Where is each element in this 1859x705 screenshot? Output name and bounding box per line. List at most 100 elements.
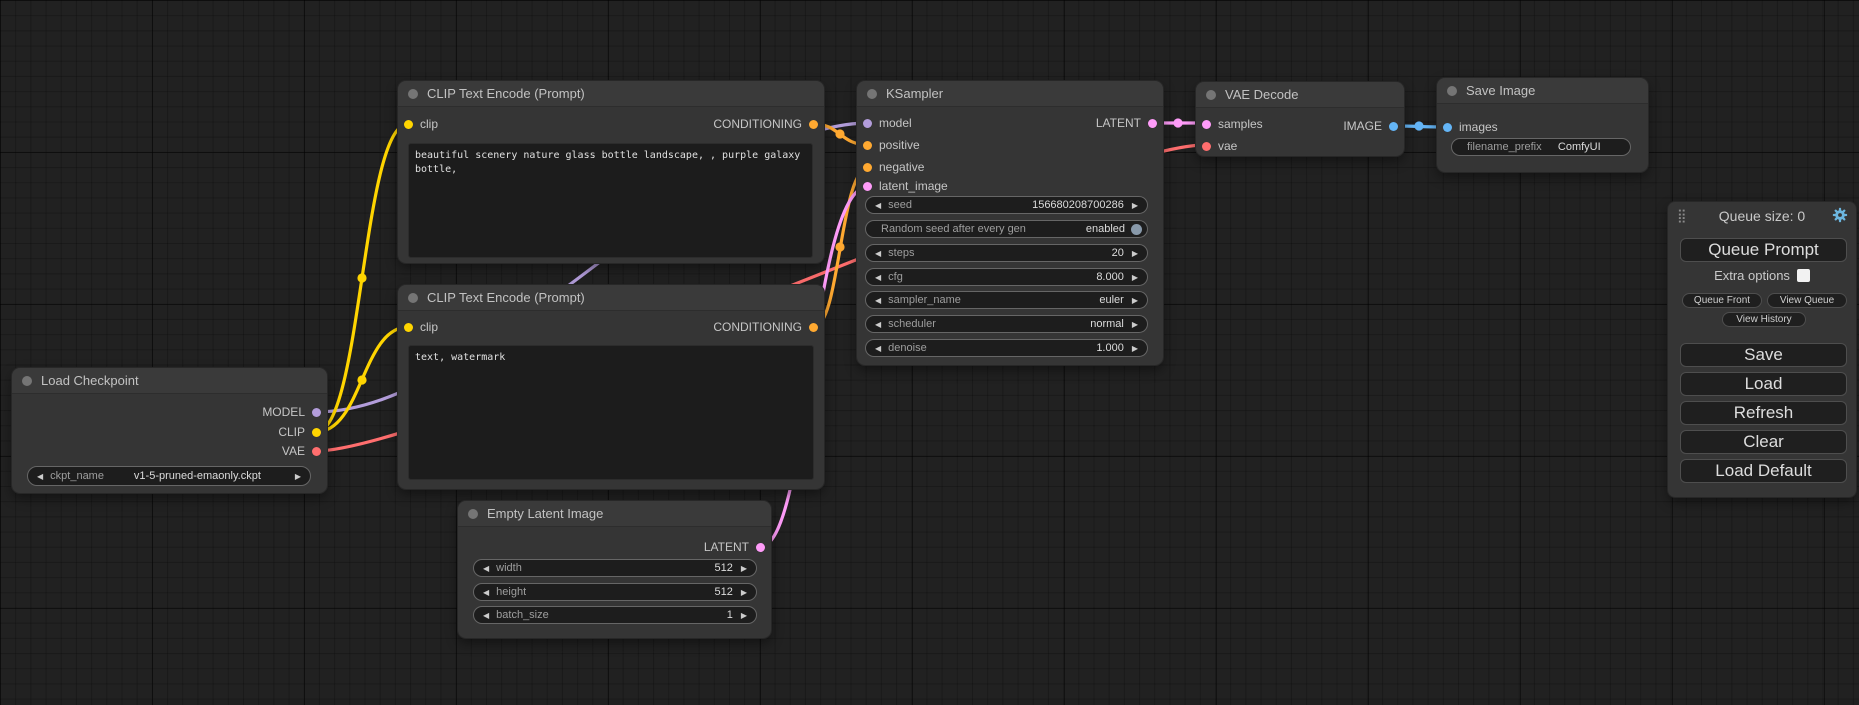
toggle-knob-icon[interactable] bbox=[1131, 223, 1142, 235]
node-ksampler[interactable]: KSampler model LATENT positive negative … bbox=[857, 81, 1163, 365]
load-default-button[interactable]: Load Default bbox=[1680, 459, 1847, 483]
save-button[interactable]: Save bbox=[1680, 343, 1847, 367]
decrement-arrow-icon[interactable]: ◀ bbox=[875, 295, 882, 305]
widget-width[interactable]: ◀ width 512 ▶ bbox=[473, 559, 757, 577]
collapse-dot-icon[interactable] bbox=[867, 88, 877, 99]
load-button[interactable]: Load bbox=[1680, 372, 1847, 396]
decrement-arrow-icon[interactable]: ◀ bbox=[875, 272, 882, 282]
increment-arrow-icon[interactable]: ▶ bbox=[294, 471, 301, 481]
decrement-arrow-icon[interactable]: ◀ bbox=[875, 200, 882, 210]
widget-value: 156680208700286 bbox=[1032, 199, 1124, 211]
settings-gear-icon[interactable] bbox=[1832, 207, 1848, 223]
node-vae-decode[interactable]: VAE Decode samples IMAGE vae bbox=[1196, 82, 1404, 156]
drag-handle-icon[interactable]: ⣿ bbox=[1677, 208, 1686, 223]
port-label: vae bbox=[1218, 139, 1238, 153]
decrement-arrow-icon[interactable]: ◀ bbox=[37, 471, 44, 481]
node-load-checkpoint[interactable]: Load Checkpoint MODEL CLIP VAE ◀ ckpt_na… bbox=[12, 368, 327, 493]
port-label: samples bbox=[1218, 117, 1263, 131]
decrement-arrow-icon[interactable]: ◀ bbox=[875, 319, 882, 329]
port-clip-output[interactable] bbox=[312, 427, 321, 437]
widget-steps[interactable]: ◀ steps 20 ▶ bbox=[865, 244, 1148, 262]
port-model-output[interactable] bbox=[312, 407, 321, 417]
widget-seed[interactable]: ◀ seed 156680208700286 ▶ bbox=[865, 196, 1148, 214]
widget-scheduler[interactable]: ◀ scheduler normal ▶ bbox=[865, 315, 1148, 333]
collapse-dot-icon[interactable] bbox=[468, 508, 478, 519]
widget-height[interactable]: ◀ height 512 ▶ bbox=[473, 583, 757, 601]
port-conditioning-output[interactable] bbox=[809, 322, 818, 332]
increment-arrow-icon[interactable]: ▶ bbox=[1131, 200, 1138, 210]
port-latent-image-input[interactable] bbox=[863, 181, 872, 191]
node-title-bar[interactable]: Load Checkpoint bbox=[12, 368, 327, 394]
port-latent-output[interactable] bbox=[1148, 118, 1157, 128]
prompt-textarea[interactable]: text, watermark bbox=[408, 345, 814, 480]
decrement-arrow-icon[interactable]: ◀ bbox=[483, 610, 490, 620]
prompt-textarea[interactable]: beautiful scenery nature glass bottle la… bbox=[408, 143, 813, 258]
port-samples-input[interactable] bbox=[1202, 119, 1211, 129]
widget-denoise[interactable]: ◀ denoise 1.000 ▶ bbox=[865, 339, 1148, 357]
increment-arrow-icon[interactable]: ▶ bbox=[740, 587, 747, 597]
node-title-bar[interactable]: KSampler bbox=[857, 81, 1163, 107]
widget-label: sampler_name bbox=[888, 294, 961, 306]
widget-value: ComfyUI bbox=[1557, 141, 1601, 153]
widget-cfg[interactable]: ◀ cfg 8.000 ▶ bbox=[865, 268, 1148, 286]
node-title: Empty Latent Image bbox=[487, 506, 604, 521]
decrement-arrow-icon[interactable]: ◀ bbox=[483, 587, 490, 597]
collapse-dot-icon[interactable] bbox=[22, 375, 32, 386]
queue-front-button[interactable]: Queue Front bbox=[1682, 293, 1762, 308]
node-title-bar[interactable]: CLIP Text Encode (Prompt) bbox=[398, 285, 824, 311]
node-empty-latent-image[interactable]: Empty Latent Image LATENT ◀ width 512 ▶ … bbox=[458, 501, 771, 638]
collapse-dot-icon[interactable] bbox=[1447, 85, 1457, 96]
widget-batch-size[interactable]: ◀ batch_size 1 ▶ bbox=[473, 606, 757, 624]
port-negative-input[interactable] bbox=[863, 162, 872, 172]
widget-value: euler bbox=[1099, 294, 1124, 306]
node-title: KSampler bbox=[886, 86, 944, 101]
collapse-dot-icon[interactable] bbox=[1206, 89, 1216, 100]
widget-filename-prefix[interactable]: filename_prefix ComfyUI bbox=[1451, 138, 1631, 156]
widget-value: 8.000 bbox=[1096, 271, 1124, 283]
decrement-arrow-icon[interactable]: ◀ bbox=[875, 248, 882, 258]
port-label: LATENT bbox=[1095, 116, 1141, 130]
port-image-output[interactable] bbox=[1389, 121, 1398, 131]
port-vae-output[interactable] bbox=[312, 446, 321, 456]
collapse-dot-icon[interactable] bbox=[408, 88, 418, 99]
increment-arrow-icon[interactable]: ▶ bbox=[1131, 272, 1138, 282]
port-images-input[interactable] bbox=[1443, 122, 1452, 132]
input-row-clip: clip bbox=[398, 115, 824, 133]
output-row-latent: LATENT bbox=[458, 538, 771, 556]
widget-random-seed-toggle[interactable]: Random seed after every gen enabled bbox=[865, 220, 1148, 238]
increment-arrow-icon[interactable]: ▶ bbox=[1131, 295, 1138, 305]
increment-arrow-icon[interactable]: ▶ bbox=[1131, 319, 1138, 329]
queue-prompt-button[interactable]: Queue Prompt bbox=[1680, 238, 1847, 262]
widget-value: 1 bbox=[726, 609, 733, 621]
node-save-image[interactable]: Save Image images filename_prefix ComfyU… bbox=[1437, 78, 1648, 172]
node-title-bar[interactable]: VAE Decode bbox=[1196, 82, 1404, 108]
node-clip-text-encode-1[interactable]: CLIP Text Encode (Prompt) clip CONDITION… bbox=[398, 81, 824, 263]
node-clip-text-encode-2[interactable]: CLIP Text Encode (Prompt) clip CONDITION… bbox=[398, 285, 824, 489]
port-positive-input[interactable] bbox=[863, 140, 872, 150]
node-title-bar[interactable]: CLIP Text Encode (Prompt) bbox=[398, 81, 824, 107]
view-queue-button[interactable]: View Queue bbox=[1767, 293, 1847, 308]
widget-ckpt-name[interactable]: ◀ ckpt_name v1-5-pruned-emaonly.ckpt ▶ bbox=[27, 466, 311, 486]
node-title-bar[interactable]: Empty Latent Image bbox=[458, 501, 771, 527]
widget-value: 1.000 bbox=[1096, 342, 1124, 354]
extra-options-checkbox[interactable] bbox=[1796, 269, 1810, 282]
port-vae-input[interactable] bbox=[1202, 141, 1211, 151]
view-history-button[interactable]: View History bbox=[1722, 312, 1806, 327]
decrement-arrow-icon[interactable]: ◀ bbox=[483, 563, 490, 573]
widget-sampler-name[interactable]: ◀ sampler_name euler ▶ bbox=[865, 291, 1148, 309]
port-model-input[interactable] bbox=[863, 118, 872, 128]
collapse-dot-icon[interactable] bbox=[408, 292, 418, 303]
refresh-button[interactable]: Refresh bbox=[1680, 401, 1847, 425]
port-clip-input[interactable] bbox=[404, 119, 413, 129]
node-title-bar[interactable]: Save Image bbox=[1437, 78, 1648, 104]
clear-button[interactable]: Clear bbox=[1680, 430, 1847, 454]
decrement-arrow-icon[interactable]: ◀ bbox=[875, 343, 882, 353]
port-clip-input[interactable] bbox=[404, 322, 413, 332]
increment-arrow-icon[interactable]: ▶ bbox=[740, 610, 747, 620]
port-latent-output[interactable] bbox=[756, 542, 765, 552]
increment-arrow-icon[interactable]: ▶ bbox=[740, 563, 747, 573]
increment-arrow-icon[interactable]: ▶ bbox=[1131, 343, 1138, 353]
increment-arrow-icon[interactable]: ▶ bbox=[1131, 248, 1138, 258]
port-conditioning-output[interactable] bbox=[809, 119, 818, 129]
